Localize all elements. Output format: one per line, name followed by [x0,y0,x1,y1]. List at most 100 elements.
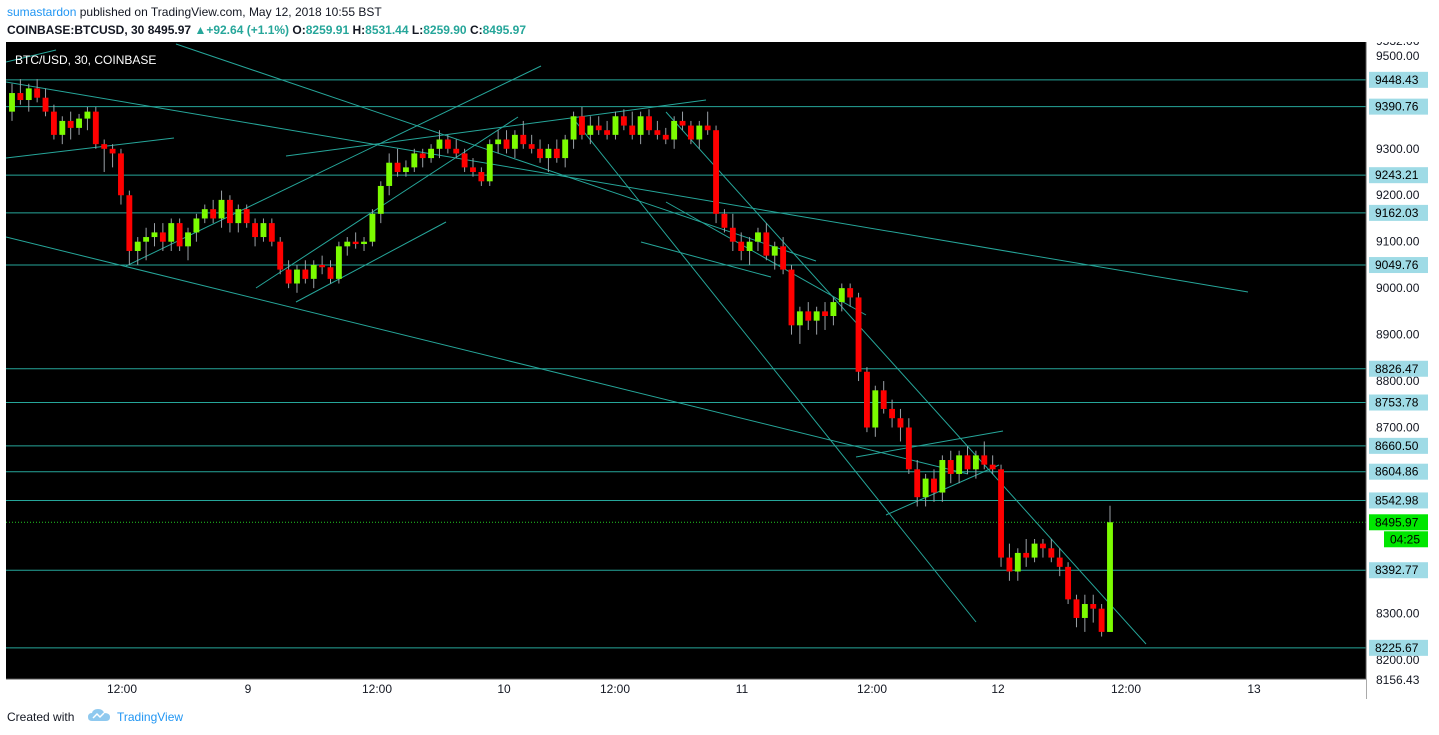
candle [428,144,435,163]
candle-body [319,264,326,268]
candle [134,237,141,265]
level-price-label: 9448.43 [1375,73,1419,87]
candle [687,120,694,145]
candle-body [185,232,191,247]
candle-body [796,311,803,326]
level-price-label: 8660.50 [1375,439,1419,453]
candle-body [84,111,91,119]
candle-body [838,288,845,303]
price-chart[interactable]: 9532.069500.00 9300.00 9200.00 9100.00 9000.… [5,34,1433,699]
candle-body [486,144,493,182]
candle [461,148,468,173]
candle [335,241,342,284]
candle [671,116,678,149]
candle-body [763,232,770,256]
level-price-label: 9243.21 [1375,168,1419,182]
candle [377,181,384,224]
chart-area[interactable]: 9532.069500.00 9300.00 9200.00 9100.00 9000.… [5,34,1433,699]
candle-body [327,267,334,279]
candle [863,367,870,433]
candle [931,469,937,502]
candle [604,120,611,140]
candle [805,302,812,330]
candle [285,260,292,289]
level-price-label: 9390.76 [1375,100,1419,114]
candle-body [553,148,560,159]
candle-body [436,139,443,149]
candle-body [1048,548,1055,558]
high-label: H: [352,23,366,37]
candle-body [260,223,267,238]
candle [67,111,74,140]
candle [763,223,770,261]
candle [1023,538,1030,567]
candle [1006,543,1013,581]
candle [118,148,124,205]
candle-body [612,116,619,135]
published-text: published on TradingView.com, May 12, 20… [79,5,382,19]
candle-body [704,125,711,131]
candle-body [922,478,929,498]
candle [922,473,929,507]
candle-body [17,93,24,101]
level-price-label: 8542.98 [1375,493,1419,507]
y-tick-label: 8200.00 [1376,653,1420,667]
candle-body [528,144,535,149]
trend-line [5,236,969,475]
candle [1107,505,1113,632]
level-price-label: 8753.78 [1375,396,1419,410]
candle-body [419,153,426,159]
candle [294,264,300,293]
trend-line [855,430,1004,458]
candle [319,255,326,275]
candle [361,237,367,251]
candle-body [989,464,996,470]
candle [696,120,703,149]
author-link[interactable]: sumastardon [7,5,77,19]
y-tick-label: 9500.00 [1376,49,1420,63]
candle [17,79,24,105]
trend-line [295,221,447,303]
level-price-label: 8392.77 [1375,563,1419,577]
y-tick-label: 8300.00 [1376,606,1420,620]
candle-body [595,125,602,131]
low-value: 8259.90 [423,23,467,37]
tradingview-link[interactable]: TradingView [117,710,184,724]
created-with-text: Created with [7,710,75,724]
candle-body [252,223,259,238]
candle-body [897,418,904,428]
candle-body [126,195,133,251]
candle-body [394,162,401,173]
candle-body [118,153,124,196]
candle-body [981,455,988,465]
candle-body [1023,552,1030,558]
candle [394,148,401,177]
candle-body [67,120,74,128]
y-tick-label: 9000.00 [1376,281,1420,295]
candle-body [201,209,208,219]
level-price-label: 9049.76 [1375,258,1419,272]
candle [855,292,862,382]
candle-body [76,118,82,128]
candle [587,116,594,145]
publication-info: sumastardon published on TradingView.com… [7,5,382,19]
candle [537,139,543,163]
candle-body [92,111,99,145]
level-price-tag [1369,167,1428,184]
level-price-label: 8826.47 [1375,362,1419,376]
candle-body [25,88,32,101]
candle [419,148,426,168]
candle [981,441,988,470]
candle [444,134,451,154]
candle-body [143,237,150,242]
level-price-tag [1369,204,1428,221]
level-price-tag [1369,71,1428,88]
candle [34,79,41,103]
candle [813,306,820,335]
candle [486,139,493,186]
candle [218,190,225,228]
candle-body [226,199,233,224]
candle [193,213,200,242]
candle-body [939,460,946,493]
candle [729,213,736,251]
